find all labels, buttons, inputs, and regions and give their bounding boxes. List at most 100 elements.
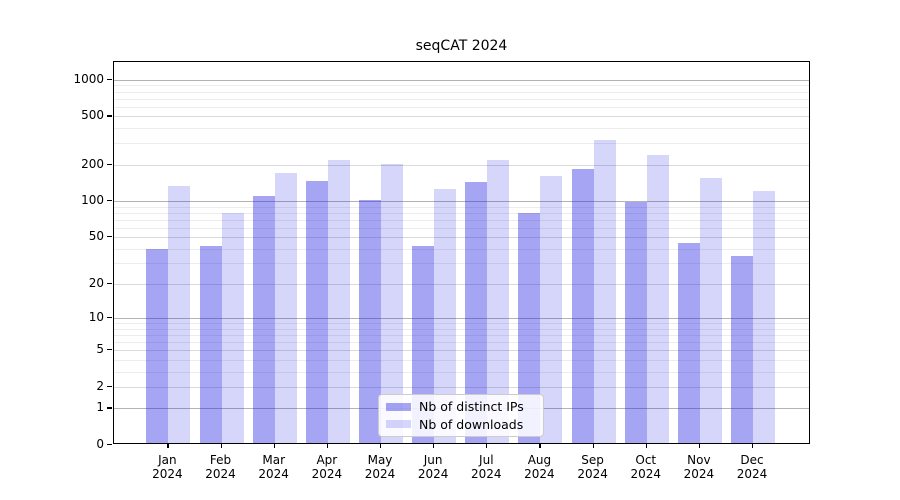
gridline-7: [114, 335, 809, 337]
gridline-100: [114, 201, 809, 203]
x-tick-label-feb: Feb 2024: [205, 453, 236, 481]
x-tick-label-may: May 2024: [364, 453, 396, 481]
y-tick-label-100: 100: [81, 193, 104, 208]
x-tick-label-nov: Nov 2024: [683, 453, 715, 481]
gridline-60: [114, 227, 809, 229]
gridline-200: [114, 164, 809, 166]
gridline-700: [114, 98, 809, 100]
gridline-30: [114, 263, 809, 265]
y-tick-mark-500: [107, 115, 112, 117]
legend-label-distinct-ips: Nb of distinct IPs: [419, 399, 524, 415]
y-tick-mark-20: [107, 283, 112, 285]
bar-ips-jun: [412, 246, 435, 443]
x-tick-mark-nov: [698, 444, 701, 448]
x-tick-mark-jan: [167, 444, 169, 448]
bar-downloads-aug: [540, 176, 563, 443]
bar-downloads-mar: [274, 173, 297, 443]
legend-swatch-downloads: [386, 420, 411, 429]
y-tick-mark-10: [107, 317, 112, 319]
x-tick-mark-aug: [539, 444, 541, 448]
x-tick-label-aug: Aug 2024: [524, 453, 555, 481]
x-tick-mark-mar: [273, 444, 275, 448]
bar-downloads-apr: [327, 160, 350, 443]
x-tick-label-jun: Jun 2024: [417, 453, 449, 481]
x-tick-label-sep: Sep 2024: [577, 453, 608, 481]
x-tick-mark-oct: [645, 444, 647, 448]
x-tick-mark-sep: [592, 444, 594, 448]
gridline-3: [114, 371, 809, 373]
y-tick-label-20: 20: [88, 276, 104, 291]
y-tick-mark-0: [107, 444, 112, 446]
y-tick-label-10: 10: [88, 310, 104, 325]
legend: Nb of distinct IPs Nb of downloads: [378, 394, 544, 437]
gridline-10: [114, 318, 809, 320]
chart-title: seqCAT 2024: [415, 38, 508, 54]
gridline-9: [114, 323, 809, 325]
y-tick-label-1000: 1000: [73, 71, 104, 86]
legend-swatch-distinct-ips: [386, 402, 411, 411]
gridline-1000: [114, 79, 809, 81]
gridline-600: [114, 106, 809, 108]
y-tick-label-1: 1: [96, 400, 104, 415]
bar-downloads-nov: [699, 178, 722, 443]
x-tick-label-jul: Jul 2024: [471, 453, 502, 481]
gridline-5: [114, 350, 809, 352]
gridline-900: [114, 85, 809, 87]
x-tick-mark-dec: [752, 444, 754, 448]
legend-label-downloads: Nb of downloads: [419, 416, 524, 432]
bar-ips-sep: [571, 168, 594, 443]
bar-ips-feb: [199, 246, 222, 443]
bar-downloads-may: [381, 164, 403, 443]
y-tick-label-50: 50: [88, 229, 104, 244]
gridline-6: [114, 342, 809, 344]
bar-ips-mar: [252, 195, 275, 443]
bar-downloads-jul: [487, 159, 510, 443]
gridline-40: [114, 248, 809, 250]
gridline-8: [114, 328, 809, 330]
plot-area: [113, 61, 810, 444]
x-tick-label-jan: Jan 2024: [152, 453, 183, 481]
y-tick-label-500: 500: [81, 108, 104, 123]
legend-item-downloads: Nb of downloads: [386, 416, 536, 432]
gridline-20: [114, 284, 809, 286]
gridline-50: [114, 237, 809, 239]
bar-downloads-oct: [646, 155, 669, 443]
legend-item-distinct-ips: Nb of distinct IPs: [386, 399, 536, 415]
x-tick-label-apr: Apr 2024: [311, 453, 343, 481]
x-tick-mark-jun: [433, 444, 435, 448]
bar-ips-jan: [146, 248, 169, 443]
x-tick-label-dec: Dec 2024: [736, 453, 768, 481]
y-tick-mark-1000: [107, 78, 112, 80]
bar-downloads-jun: [434, 188, 457, 443]
gridline-90: [114, 206, 809, 208]
bar-downloads-sep: [593, 139, 616, 443]
gridline-300: [114, 143, 809, 145]
bar-ips-jul: [465, 181, 488, 443]
y-tick-mark-100: [107, 200, 112, 202]
gridline-4: [114, 359, 809, 361]
x-tick-label-oct: Oct 2024: [630, 453, 662, 481]
y-tick-label-200: 200: [81, 156, 104, 171]
bar-downloads-dec: [753, 191, 776, 443]
x-tick-mark-apr: [326, 444, 329, 448]
gridline-80: [114, 212, 809, 214]
x-tick-mark-may: [380, 444, 382, 448]
bar-ips-dec: [731, 255, 754, 443]
gridline-400: [114, 128, 809, 130]
y-tick-label-5: 5: [96, 342, 104, 357]
x-tick-mark-jul: [486, 444, 488, 448]
bar-ips-nov: [677, 242, 700, 443]
bar-downloads-jan: [168, 185, 191, 443]
y-tick-mark-50: [107, 236, 112, 238]
bar-ips-oct: [624, 202, 647, 443]
y-tick-mark-200: [107, 163, 112, 165]
x-tick-mark-feb: [220, 444, 222, 448]
y-tick-mark-1: [107, 407, 112, 409]
gridline-2: [114, 386, 809, 388]
y-tick-label-2: 2: [96, 378, 104, 393]
gridline-70: [114, 219, 809, 221]
x-tick-label-mar: Mar 2024: [258, 453, 289, 481]
gridline-500: [114, 116, 809, 118]
bar-downloads-feb: [221, 212, 244, 443]
